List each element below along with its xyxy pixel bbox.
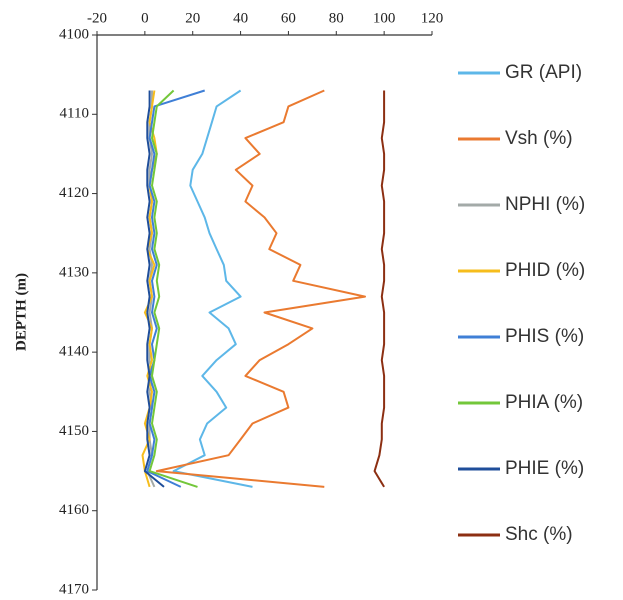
y-tick-label: 4150: [59, 423, 89, 439]
log-line: [172, 89, 253, 488]
y-axis-label: DEPTH (m): [13, 273, 29, 351]
legend-label: Shc (%): [505, 524, 573, 545]
y-tick-label: 4170: [59, 581, 89, 597]
x-tick-label: 80: [329, 10, 344, 26]
legend-label: GR (API): [505, 62, 582, 83]
x-tick-label: 100: [373, 10, 396, 26]
legend-label: PHIE (%): [505, 458, 584, 479]
log-line: [148, 89, 198, 488]
legend-label: PHIS (%): [505, 326, 584, 347]
y-tick-label: 4110: [60, 106, 89, 122]
legend-label: NPHI (%): [505, 194, 585, 215]
y-tick-label: 4160: [59, 502, 89, 518]
x-tick-label: 0: [141, 10, 149, 26]
x-tick-label: 40: [233, 10, 248, 26]
y-tick-label: 4130: [59, 264, 89, 280]
log-line: [146, 89, 206, 488]
x-tick-label: 20: [185, 10, 200, 26]
x-tick-label: -20: [87, 10, 107, 26]
y-tick-label: 4100: [59, 26, 89, 42]
log-line: [373, 90, 386, 488]
x-tick-label: 60: [281, 10, 296, 26]
y-tick-label: 4120: [59, 185, 89, 201]
log-line: [143, 90, 165, 488]
log-line: [155, 89, 366, 488]
y-tick-label: 4140: [59, 344, 89, 360]
legend-label: PHID (%): [505, 260, 585, 281]
legend-label: PHIA (%): [505, 392, 583, 413]
legend-label: Vsh (%): [505, 128, 573, 149]
x-tick-label: 120: [421, 10, 444, 26]
